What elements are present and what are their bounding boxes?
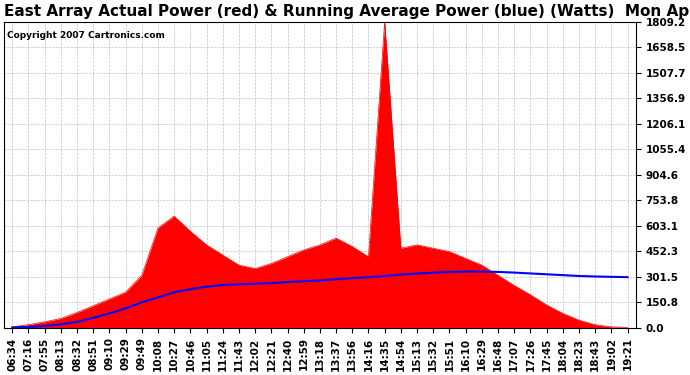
Text: Copyright 2007 Cartronics.com: Copyright 2007 Cartronics.com: [8, 31, 165, 40]
Text: East Array Actual Power (red) & Running Average Power (blue) (Watts)  Mon Apr 9 : East Array Actual Power (red) & Running …: [4, 4, 690, 19]
